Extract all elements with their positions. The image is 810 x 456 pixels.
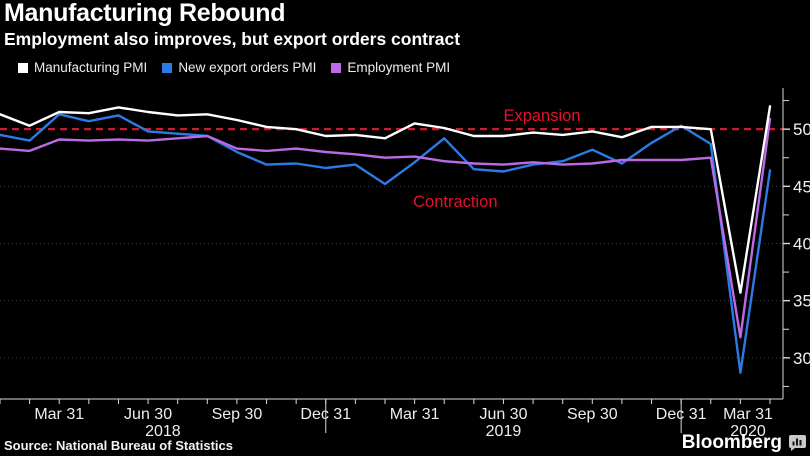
y-tick-label-45: 45 xyxy=(793,177,810,196)
annotation-contraction: Contraction xyxy=(413,193,497,211)
source-note: Source: National Bureau of Statistics xyxy=(4,438,233,453)
x-tick-label-sep-30: Sep 30 xyxy=(212,406,263,423)
legend-item-employment-pmi: Employment PMI xyxy=(331,60,450,75)
annotation-expansion: Expansion xyxy=(503,107,580,125)
y-tick-label-35: 35 xyxy=(793,292,810,311)
legend-swatch-employment-pmi xyxy=(331,62,342,73)
legend-swatch-manufacturing-pmi xyxy=(18,62,28,73)
year-label-2019: 2019 xyxy=(486,423,522,440)
legend-label-employment-pmi: Employment PMI xyxy=(347,60,451,75)
bloomberg-logo-icon xyxy=(789,435,806,451)
x-tick-label-jun-30: Jun 30 xyxy=(124,406,172,423)
series-line-new-export-orders-pmi xyxy=(0,113,772,374)
legend-label-new-export-orders-pmi: New export orders PMI xyxy=(178,60,317,75)
series-line-employment-pmi xyxy=(0,117,772,339)
y-tick-label-50: 50 xyxy=(793,120,810,139)
x-tick-label-mar-31: Mar 31 xyxy=(34,406,84,423)
legend-item-manufacturing-pmi: Manufacturing PMI xyxy=(18,60,147,75)
legend-swatch-new-export-orders-pmi xyxy=(162,62,173,73)
legend-label-manufacturing-pmi: Manufacturing PMI xyxy=(34,60,148,75)
x-tick-label-mar-31: Mar 31 xyxy=(723,406,773,423)
year-label-2018: 2018 xyxy=(145,423,181,440)
x-tick-label-sep-30: Sep 30 xyxy=(567,406,618,423)
chart-subtitle: Employment also improves, but export ord… xyxy=(4,29,461,49)
y-tick-label-40: 40 xyxy=(793,235,810,254)
legend: Manufacturing PMI New export orders PMI Em… xyxy=(18,60,450,75)
brand-name: Bloomberg xyxy=(681,432,782,453)
legend-item-new-export-orders-pmi: New export orders PMI xyxy=(162,60,316,75)
brand: Bloomberg xyxy=(682,432,806,454)
y-tick-label-30: 30 xyxy=(793,349,810,368)
year-label-2020: 2020 xyxy=(730,423,766,440)
series-line-manufacturing-pmi xyxy=(0,105,772,294)
chart-title: Manufacturing Rebound xyxy=(4,0,286,27)
x-tick-label-mar-31: Mar 31 xyxy=(390,406,440,423)
x-tick-label-jun-30: Jun 30 xyxy=(479,406,527,423)
